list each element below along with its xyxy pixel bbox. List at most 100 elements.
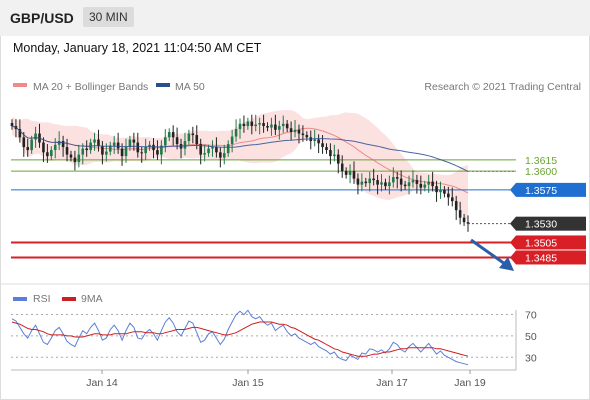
candle-body — [156, 150, 159, 155]
level-label-pointer-1.3485 — [510, 250, 516, 265]
candle-body — [250, 121, 254, 127]
candle-body — [124, 147, 128, 157]
candle-body — [191, 133, 195, 136]
x-tick-jan-15: Jan 15 — [232, 377, 264, 389]
candle-body — [364, 181, 368, 184]
candle-body — [462, 217, 466, 223]
rsi-legend-swatch — [13, 297, 27, 301]
candle-body — [262, 123, 265, 127]
candle-body — [10, 123, 14, 127]
candle-body — [399, 178, 403, 185]
candle-body — [175, 137, 179, 145]
candle-body — [112, 142, 116, 146]
candle-body — [195, 135, 199, 145]
rsi-legend-label: RSI — [33, 293, 51, 305]
candle-body — [116, 142, 120, 149]
candle-body — [395, 177, 399, 179]
candle-body — [148, 144, 151, 148]
candle-body — [435, 186, 438, 193]
candle-body — [454, 201, 458, 211]
candle-body — [388, 182, 391, 187]
candle-body — [317, 139, 320, 144]
candle-body — [234, 129, 238, 137]
candle-body — [384, 182, 387, 187]
candle-body — [46, 152, 49, 157]
level-label-1.3600: 1.3600 — [525, 166, 557, 178]
ma50-line — [11, 125, 469, 172]
level-label-1.3505: 1.3505 — [525, 237, 557, 249]
candle-body — [411, 180, 415, 183]
level-label-box-1.3485 — [516, 250, 586, 265]
candle-body — [407, 182, 411, 187]
candle-body — [50, 150, 53, 157]
candle-body — [85, 148, 88, 151]
candle-body — [333, 154, 336, 157]
candle-body — [120, 148, 124, 157]
candle-body — [42, 142, 45, 153]
candle-body — [246, 121, 250, 127]
level-label-pointer-1.3505 — [510, 235, 516, 250]
chart-header: GBP/USD 30 MIN — [0, 0, 590, 36]
candle-body — [160, 145, 163, 155]
candle-body — [380, 182, 383, 185]
x-tick-jan-19: Jan 19 — [454, 377, 486, 389]
candle-body — [164, 137, 167, 146]
candle-body — [187, 133, 191, 142]
symbol-title: GBP/USD — [10, 10, 74, 26]
candle-body — [18, 129, 22, 138]
bollinger-legend-swatch — [13, 83, 27, 87]
x-tick-jan-14: Jan 14 — [86, 377, 118, 389]
x-tick-jan-17: Jan 17 — [376, 377, 408, 389]
candle-body — [132, 139, 136, 143]
timeframe-badge[interactable]: 30 MIN — [83, 7, 134, 27]
candle-body — [108, 145, 112, 152]
ma50-legend-swatch — [156, 83, 170, 87]
candle-body — [105, 151, 108, 155]
candle-body — [305, 135, 309, 138]
candle-body — [289, 128, 293, 133]
rsi-ma-line — [11, 321, 469, 357]
candle-body — [285, 123, 289, 129]
candle-body — [222, 153, 226, 158]
candle-body — [258, 123, 261, 125]
candle-body — [466, 222, 470, 224]
candle-body — [69, 154, 73, 158]
candle-body — [238, 123, 242, 130]
candle-body — [336, 154, 340, 164]
candle-body — [340, 163, 344, 172]
candle-body — [443, 189, 446, 194]
candle-body — [281, 123, 285, 127]
candle-body — [301, 133, 305, 136]
candle-body — [360, 181, 364, 185]
candle-body — [207, 148, 210, 154]
candle-body — [266, 126, 269, 128]
candle-body — [274, 124, 277, 130]
candle-body — [140, 152, 144, 154]
candle-body — [167, 132, 171, 138]
candle-body — [57, 141, 61, 145]
ma50-path — [11, 125, 469, 172]
candle-body — [431, 181, 434, 187]
rsi-panel: 70 50 30 — [11, 309, 537, 366]
candle-body — [423, 184, 427, 188]
candle-body — [344, 171, 348, 175]
candle-body — [97, 139, 100, 147]
candle-body — [447, 193, 450, 198]
candle-body — [211, 147, 214, 149]
level-label-1.3485: 1.3485 — [525, 252, 557, 264]
copyright-label: Research © 2021 Trading Central — [424, 81, 581, 93]
candle-body — [356, 178, 360, 185]
candle-body — [329, 150, 332, 157]
rsi-tick-30: 30 — [525, 352, 537, 364]
rsi-tick-70: 70 — [525, 310, 537, 322]
last-price-pointer — [510, 216, 516, 231]
candle-body — [392, 177, 395, 183]
forecast-arrow-head — [499, 257, 514, 271]
candle-body — [22, 137, 26, 148]
candle-body — [30, 139, 33, 151]
price-levels — [11, 159, 516, 259]
candle-body — [297, 129, 301, 134]
rsi-tick-50: 50 — [525, 331, 537, 343]
